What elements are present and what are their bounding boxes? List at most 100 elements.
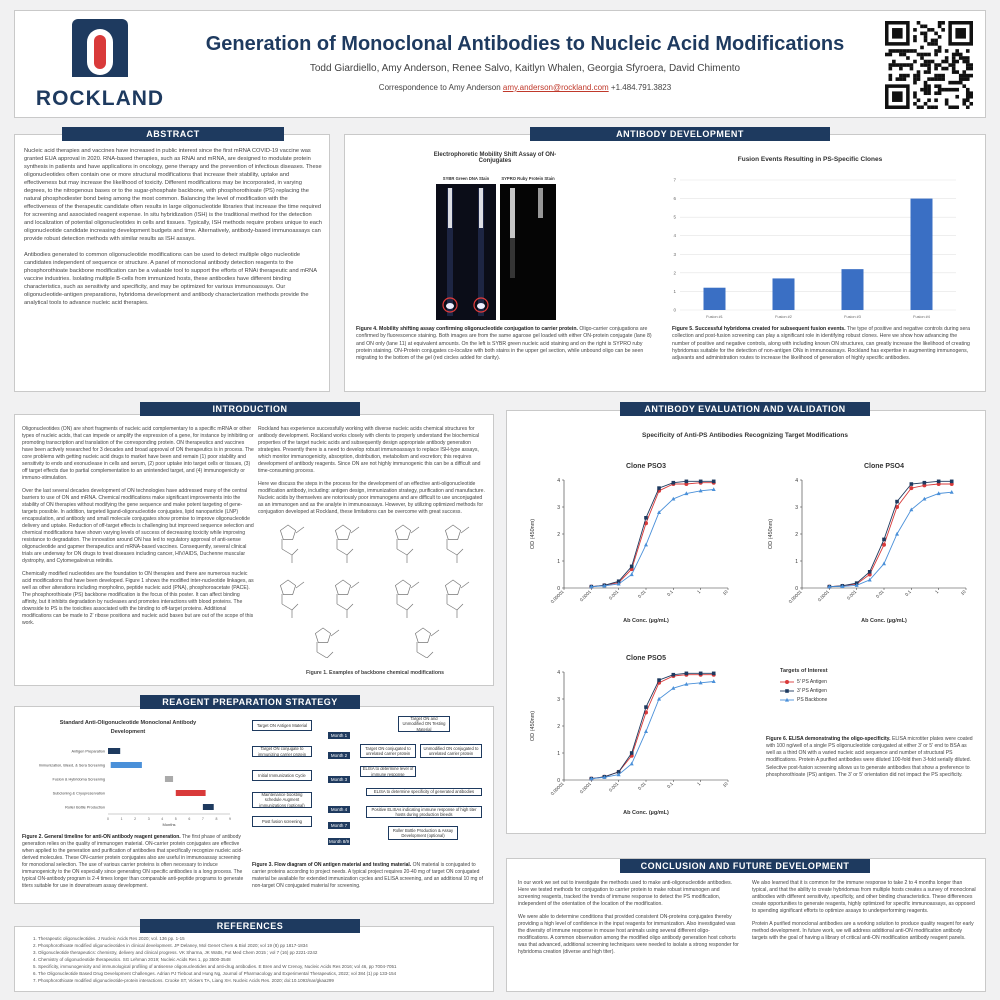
qr-module bbox=[934, 98, 938, 103]
figure-3-caption-title: Figure 3. Flow diagram of ON antigen mat… bbox=[252, 862, 412, 868]
qr-module bbox=[969, 66, 974, 71]
reference-item[interactable]: Specificity, immunogenicity and immunolo… bbox=[38, 964, 480, 971]
data-point bbox=[711, 679, 716, 684]
qr-module bbox=[965, 49, 970, 53]
x-tick-label: 0.01 bbox=[875, 589, 885, 599]
qr-module bbox=[941, 87, 945, 92]
qr-code-icon[interactable] bbox=[885, 21, 974, 110]
qr-module bbox=[892, 59, 896, 64]
qr-module bbox=[888, 73, 893, 78]
data-point bbox=[657, 696, 662, 701]
data-point bbox=[671, 672, 676, 677]
data-point bbox=[616, 579, 621, 584]
qr-module bbox=[965, 94, 970, 99]
qr-module bbox=[934, 31, 938, 36]
reference-item[interactable]: Oligonucleotide therapeutics: chemistry,… bbox=[38, 950, 480, 957]
qr-module bbox=[951, 105, 956, 110]
qr-module bbox=[899, 63, 903, 67]
conclusion-col2-p2: Protein A purified monoclonal antibodies… bbox=[752, 921, 974, 942]
qr-module bbox=[899, 77, 903, 81]
qr-module bbox=[962, 56, 967, 60]
backbone-modifications-figure bbox=[279, 524, 470, 658]
qr-module bbox=[941, 77, 945, 81]
data-point bbox=[698, 680, 703, 685]
email-link[interactable]: amy.anderson@rockland.com bbox=[502, 83, 609, 92]
qr-module bbox=[906, 73, 910, 78]
x-tick-label: 1 bbox=[696, 781, 702, 787]
gantt-bar bbox=[110, 762, 142, 768]
gantt-tick-label: 0 bbox=[107, 817, 109, 821]
qr-module bbox=[965, 59, 970, 64]
introduction-heading: INTRODUCTION bbox=[140, 402, 360, 416]
flow-month-label: Month 1 bbox=[328, 732, 350, 739]
legend-entry: 3' PS Antigen bbox=[780, 688, 866, 694]
qr-module bbox=[930, 105, 935, 110]
gel-image-sypro bbox=[500, 184, 556, 320]
y-tick-label: 2 bbox=[795, 532, 798, 538]
gel-label-right: SYPRO Ruby Protein Stain bbox=[501, 176, 555, 181]
poster-title: Generation of Monoclonal Antibodies to N… bbox=[205, 33, 845, 55]
qr-module bbox=[920, 24, 924, 29]
qr-module bbox=[962, 70, 967, 74]
gantt-tick-label: 2 bbox=[134, 817, 136, 821]
qr-module bbox=[937, 24, 942, 29]
gantt-task-label: Antigen Preparation bbox=[71, 750, 105, 754]
data-point bbox=[629, 572, 634, 577]
qr-module bbox=[902, 63, 907, 67]
qr-module bbox=[923, 84, 928, 88]
gantt-tick-label: 1 bbox=[121, 817, 123, 821]
data-point bbox=[895, 499, 899, 504]
qr-module bbox=[934, 105, 938, 110]
data-point bbox=[684, 681, 689, 686]
figure-3-caption-body: ON material is conjugated to carrier pro… bbox=[252, 862, 483, 889]
figure-2-caption-title: Figure 2. General timeline for anti-ON a… bbox=[22, 834, 181, 840]
x-tick-label: 0.001 bbox=[608, 781, 620, 793]
intro-col2-p1: Rockland has experience successfully wor… bbox=[258, 426, 481, 475]
data-point bbox=[909, 482, 914, 486]
figure-4-caption-title: Figure 4. Mobility shifting assay confir… bbox=[356, 326, 578, 332]
qr-module bbox=[948, 87, 952, 92]
qr-module bbox=[902, 73, 907, 78]
qr-module bbox=[955, 80, 960, 85]
reference-item[interactable]: Phosphorothioate modified oligonucleotid… bbox=[38, 943, 480, 950]
qr-module bbox=[892, 49, 896, 53]
qr-module bbox=[909, 63, 914, 67]
qr-module bbox=[913, 49, 917, 53]
gantt-bar bbox=[164, 776, 174, 782]
y-tick-label: 6 bbox=[673, 196, 676, 201]
qr-module bbox=[951, 63, 956, 67]
data-point bbox=[922, 480, 927, 485]
x-axis-label: Ab Conc. (µg/mL) bbox=[623, 618, 669, 624]
qr-module bbox=[927, 28, 931, 32]
qr-module bbox=[937, 73, 942, 78]
qr-module bbox=[944, 56, 949, 60]
figure-4-caption: Figure 4. Mobility shifting assay confir… bbox=[356, 326, 654, 362]
qr-module bbox=[948, 80, 952, 85]
flow-right-box: Unmodified ON conjugated to unrelated ca… bbox=[420, 744, 482, 758]
flow-left-box: Maintenance boosting schedule Augment im… bbox=[252, 792, 312, 808]
figure-6-caption-body: ELISA microtiter plates were coated with… bbox=[766, 736, 973, 778]
data-point bbox=[936, 479, 941, 484]
reference-item[interactable]: Phosphorothioate modified oligonucleotid… bbox=[38, 978, 480, 985]
qr-module bbox=[902, 77, 907, 81]
figure-6-caption-title: Figure 6. ELISA demonstrating the oligo-… bbox=[766, 736, 891, 742]
flow-left-box: Target ON Antigen Material bbox=[252, 720, 312, 731]
intro-col1: Oligonucleotides (ON) are short fragment… bbox=[22, 426, 254, 633]
qr-module bbox=[923, 80, 928, 85]
references-heading: REFERENCES bbox=[140, 919, 360, 933]
qr-module bbox=[902, 52, 907, 57]
data-point bbox=[671, 496, 676, 501]
fusion-bar-chart: 0 1 2 3 4 5 6 7 Fusion #1 Fusion #2 Fusion #3 Fusio… bbox=[673, 178, 956, 319]
flow-left-box: Initial Immunization Cycle bbox=[252, 770, 312, 781]
gantt-tick-label: 4 bbox=[161, 817, 163, 821]
qr-module bbox=[899, 49, 903, 53]
qr-module bbox=[927, 84, 931, 88]
reference-item[interactable]: Therapeutic oligonucleotides. J Nucleic … bbox=[38, 936, 480, 943]
qr-module bbox=[969, 101, 974, 106]
abstract-heading: ABSTRACT bbox=[62, 127, 284, 141]
reference-item[interactable]: Chemistry of oligonucleotide therapeutic… bbox=[38, 957, 480, 964]
qr-module bbox=[944, 49, 949, 53]
reference-item[interactable]: The Oligonucleotide Based Drug Developme… bbox=[38, 971, 480, 978]
qr-module bbox=[913, 91, 917, 96]
